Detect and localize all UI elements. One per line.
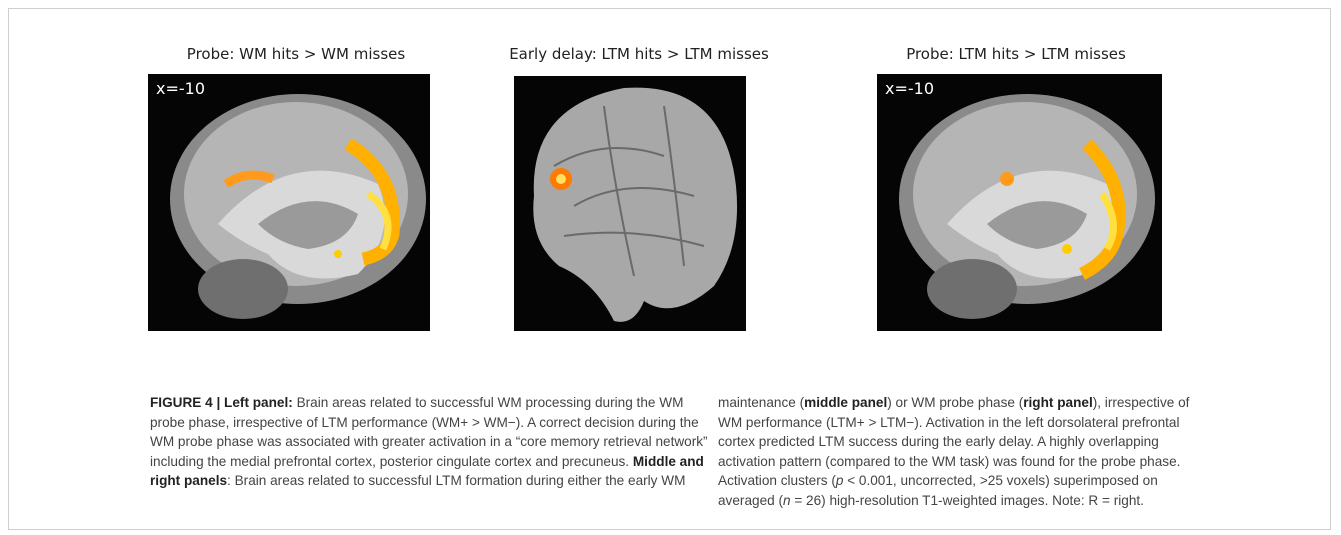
caption-bold: right panel: [1023, 395, 1092, 410]
caption-text: : Brain areas related to successful LTM …: [227, 473, 685, 488]
caption-text: ) or WM probe phase (: [887, 395, 1023, 410]
caption-bold: FIGURE 4 | Left panel:: [150, 395, 293, 410]
coordinate-label: x=-10: [885, 79, 934, 98]
brain-image: x=-10: [877, 74, 1162, 331]
brain-image: x=-10: [148, 74, 430, 331]
coordinate-label: x=-10: [156, 79, 205, 98]
panel-title: Early delay: LTM hits > LTM misses: [492, 45, 786, 63]
panel-title: Probe: WM hits > WM misses: [149, 45, 443, 63]
figure: Probe: WM hits > WM misses Early delay: …: [8, 8, 1331, 530]
brain-image: [514, 76, 746, 331]
caption-bold: middle panel: [804, 395, 887, 410]
caption-right: maintenance (middle panel) or WM probe p…: [718, 393, 1198, 510]
panel-title: Probe: LTM hits > LTM misses: [869, 45, 1163, 63]
caption-text: maintenance (: [718, 395, 804, 410]
caption-italic: n: [783, 493, 791, 508]
caption-text: = 26) high-resolution T1-weighted images…: [791, 493, 1144, 508]
caption-left: FIGURE 4 | Left panel: Brain areas relat…: [150, 393, 710, 491]
